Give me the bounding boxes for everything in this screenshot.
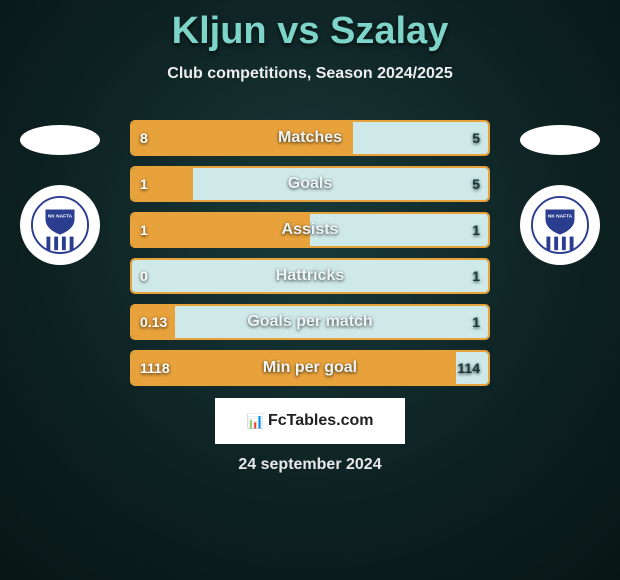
stats-comparison-chart: 85Matches 15Goals 11Assists 01Hattricks 0.13… — [130, 120, 490, 396]
stat-row: 0.131Goals per match — [130, 304, 490, 340]
stat-label: Hattricks — [132, 260, 488, 292]
svg-text:NK NAFTA: NK NAFTA — [48, 213, 73, 219]
svg-text:NK NAFTA: NK NAFTA — [548, 213, 573, 219]
stat-row: 01Hattricks — [130, 258, 490, 294]
snapshot-date: 24 september 2024 — [0, 456, 620, 474]
stat-row: 11Assists — [130, 212, 490, 248]
subtitle: Club competitions, Season 2024/2025 — [0, 65, 620, 83]
player-avatar-right — [520, 125, 600, 155]
player-avatar-left — [20, 125, 100, 155]
stat-row: 1118114Min per goal — [130, 350, 490, 386]
stat-label: Goals per match — [132, 306, 488, 338]
club-crest-icon: NK NAFTA — [531, 196, 589, 254]
club-badge-right: NK NAFTA — [520, 185, 600, 265]
stat-label: Assists — [132, 214, 488, 246]
stat-label: Matches — [132, 122, 488, 154]
stat-row: 85Matches — [130, 120, 490, 156]
club-badge-left: NK NAFTA — [20, 185, 100, 265]
chart-icon: 📊 — [247, 413, 264, 430]
stat-label: Min per goal — [132, 352, 488, 384]
page-title: Kljun vs Szalay — [0, 0, 620, 53]
club-crest-icon: NK NAFTA — [31, 196, 89, 254]
attribution-badge: 📊 FcTables.com — [215, 398, 405, 444]
stat-row: 15Goals — [130, 166, 490, 202]
attribution-text: FcTables.com — [268, 412, 374, 430]
stat-label: Goals — [132, 168, 488, 200]
